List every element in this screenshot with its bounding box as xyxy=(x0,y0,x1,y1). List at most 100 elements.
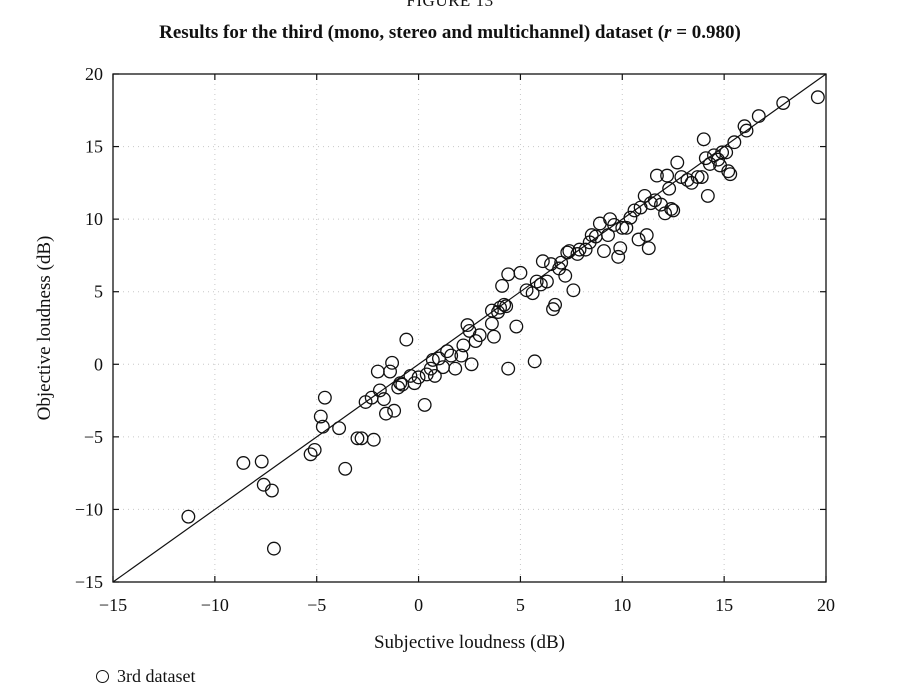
data-point xyxy=(497,297,512,312)
data-point xyxy=(739,123,754,138)
data-point xyxy=(350,431,365,446)
data-point xyxy=(254,454,269,469)
y-tick-label: 15 xyxy=(85,137,103,157)
data-point xyxy=(715,145,730,160)
x-axis-label: Subjective loudness (dB) xyxy=(374,632,565,653)
legend: 3rd dataset xyxy=(96,666,195,687)
data-point xyxy=(810,90,825,105)
data-point xyxy=(338,461,353,476)
data-point xyxy=(484,316,499,331)
data-point xyxy=(332,421,347,436)
x-tick-label: 0 xyxy=(414,595,423,615)
data-point xyxy=(619,220,634,235)
data-point xyxy=(376,392,391,407)
data-point xyxy=(411,370,426,385)
data-point xyxy=(385,355,400,370)
data-point xyxy=(623,210,638,225)
data-point xyxy=(776,96,791,110)
data-point xyxy=(303,447,318,462)
data-point xyxy=(597,244,611,259)
data-point xyxy=(639,228,654,243)
data-point xyxy=(317,390,332,405)
x-tick-label: −10 xyxy=(201,595,229,615)
data-point xyxy=(387,403,402,418)
data-point xyxy=(519,283,534,298)
x-tick-label: 20 xyxy=(817,595,835,615)
x-tick-label: −5 xyxy=(307,595,326,615)
y-tick-label: −15 xyxy=(75,572,103,592)
data-point xyxy=(544,257,558,272)
data-point xyxy=(501,361,516,376)
data-point xyxy=(264,483,279,498)
figure-label: FIGURE 13 xyxy=(406,0,494,10)
data-point xyxy=(307,442,322,457)
data-point xyxy=(641,241,656,256)
data-point xyxy=(533,277,548,292)
y-tick-label: 0 xyxy=(94,354,103,374)
data-point xyxy=(578,242,593,257)
data-point xyxy=(660,168,675,183)
y-tick-label: 10 xyxy=(85,209,103,229)
x-axis-ticks: −15 −10 −5 0 5 10 15 20 xyxy=(99,74,835,615)
data-point xyxy=(527,354,542,369)
data-point xyxy=(266,541,281,556)
data-point xyxy=(690,170,705,185)
data-point xyxy=(721,164,736,179)
y-tick-label: 20 xyxy=(85,64,103,84)
data-point xyxy=(484,303,499,318)
data-point xyxy=(723,167,738,182)
data-point xyxy=(711,152,725,167)
data-points xyxy=(181,90,825,556)
data-point xyxy=(727,135,742,150)
y-tick-label: −5 xyxy=(84,427,103,447)
data-point xyxy=(486,329,501,344)
x-tick-label: 5 xyxy=(516,595,525,615)
x-tick-label: 10 xyxy=(613,595,631,615)
data-point xyxy=(664,202,679,216)
data-point xyxy=(554,255,569,270)
data-point xyxy=(572,242,587,257)
y-axis-ticks: −15 −10 −5 0 5 10 15 20 xyxy=(75,64,826,592)
data-point xyxy=(611,249,626,264)
data-point xyxy=(472,328,487,343)
data-point xyxy=(666,203,681,218)
data-point xyxy=(680,173,695,187)
data-point xyxy=(702,157,717,171)
data-point xyxy=(425,352,440,367)
data-point xyxy=(383,364,398,379)
data-point xyxy=(393,376,408,391)
data-point xyxy=(558,268,573,283)
data-point xyxy=(495,278,510,293)
data-point xyxy=(501,267,516,282)
legend-marker-circle xyxy=(96,670,109,683)
data-point xyxy=(700,188,715,203)
data-point xyxy=(440,344,455,359)
data-point xyxy=(562,244,577,259)
data-point xyxy=(535,254,550,269)
y-tick-label: −10 xyxy=(75,499,103,519)
reference-line xyxy=(112,73,827,583)
data-point xyxy=(399,332,414,347)
data-point xyxy=(670,155,685,170)
data-point xyxy=(694,170,709,185)
y-tick-label: 5 xyxy=(94,282,103,302)
data-point xyxy=(456,338,471,353)
data-point xyxy=(529,274,544,289)
plot-frame xyxy=(112,73,827,583)
data-point xyxy=(370,364,385,379)
data-point xyxy=(444,348,459,363)
data-point xyxy=(662,181,677,196)
data-point xyxy=(566,283,581,298)
data-point xyxy=(601,228,615,243)
data-point xyxy=(366,432,381,447)
data-point xyxy=(509,319,524,334)
data-point xyxy=(627,203,642,218)
data-point xyxy=(548,297,563,312)
data-point xyxy=(613,241,628,256)
x-tick-label: 15 xyxy=(715,595,733,615)
data-point xyxy=(649,168,664,183)
data-point xyxy=(427,368,442,383)
data-point xyxy=(674,170,689,185)
data-point xyxy=(236,456,251,470)
